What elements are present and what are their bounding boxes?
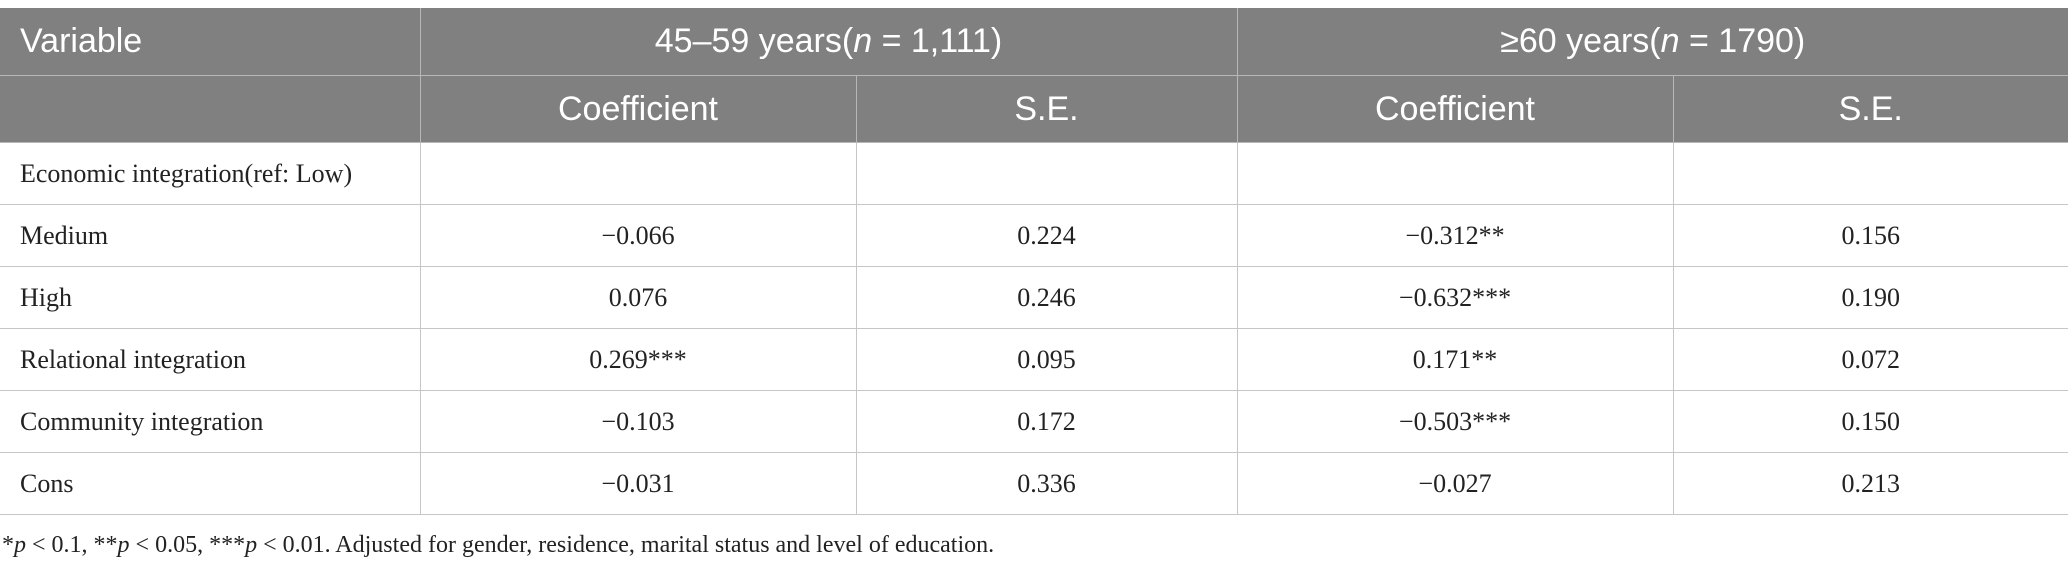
se-60-plus-cell: 0.213 bbox=[1673, 452, 2068, 515]
regression-table: Variable 45–59 years(n = 1,111) ≥60 year… bbox=[0, 8, 2068, 515]
footnote-p-symbol: p bbox=[245, 532, 258, 558]
row-label: Community integration bbox=[0, 390, 421, 453]
coef-60-plus-cell: −0.027 bbox=[1237, 452, 1674, 515]
header-row-stats: Coefficient S.E. Coefficient S.E. bbox=[0, 75, 2068, 143]
row-label: Economic integration(ref: Low) bbox=[0, 142, 421, 205]
row-label: Relational integration bbox=[0, 328, 421, 391]
coefficient-header-45-59: Coefficient bbox=[420, 75, 857, 143]
se-60-plus-cell: 0.150 bbox=[1673, 390, 2068, 453]
coef-45-59-cell: −0.031 bbox=[420, 452, 857, 515]
se-45-59-cell: 0.336 bbox=[856, 452, 1238, 515]
coef-60-plus-cell bbox=[1237, 142, 1674, 205]
table-row: Relational integration 0.269*** 0.095 0.… bbox=[0, 328, 2068, 391]
coefficient-header-60-plus: Coefficient bbox=[1237, 75, 1674, 143]
se-60-plus-cell bbox=[1673, 142, 2068, 205]
footnote-p-symbol: p bbox=[117, 532, 130, 558]
coef-45-59-cell bbox=[420, 142, 857, 205]
table-body: Economic integration(ref: Low) Medium −0… bbox=[0, 142, 2068, 515]
se-45-59-cell: 0.095 bbox=[856, 328, 1238, 391]
footnote-text-3: < 0.01. Adjusted for gender, residence, … bbox=[257, 532, 995, 558]
coef-45-59-cell: −0.066 bbox=[420, 204, 857, 267]
row-label: High bbox=[0, 266, 421, 329]
group-45-59-prefix: 45–59 years( bbox=[654, 22, 854, 60]
table-row: Economic integration(ref: Low) bbox=[0, 142, 2068, 205]
group-45-59-suffix: = 1,111) bbox=[872, 22, 1003, 60]
group-45-59-n-symbol: n bbox=[853, 22, 873, 60]
group-45-59-header: 45–59 years(n = 1,111) bbox=[420, 8, 1238, 76]
coef-45-59-cell: 0.269*** bbox=[420, 328, 857, 391]
row-label: Medium bbox=[0, 204, 421, 267]
se-60-plus-cell: 0.072 bbox=[1673, 328, 2068, 391]
se-45-59-cell: 0.224 bbox=[856, 204, 1238, 267]
footnote-star: * bbox=[2, 532, 14, 558]
se-45-59-cell: 0.246 bbox=[856, 266, 1238, 329]
group-60-plus-suffix: = 1790) bbox=[1679, 22, 1806, 60]
se-header-45-59: S.E. bbox=[856, 75, 1238, 143]
coef-60-plus-cell: −0.503*** bbox=[1237, 390, 1674, 453]
group-60-plus-n-symbol: n bbox=[1660, 22, 1680, 60]
se-60-plus-cell: 0.190 bbox=[1673, 266, 2068, 329]
header-row-groups: Variable 45–59 years(n = 1,111) ≥60 year… bbox=[0, 8, 2068, 76]
variable-subheader-blank bbox=[0, 75, 421, 143]
table-footnote: *p < 0.1, **p < 0.05, ***p < 0.01. Adjus… bbox=[2, 532, 994, 559]
se-60-plus-cell: 0.156 bbox=[1673, 204, 2068, 267]
se-45-59-cell: 0.172 bbox=[856, 390, 1238, 453]
coef-60-plus-cell: −0.632*** bbox=[1237, 266, 1674, 329]
group-60-plus-prefix: ≥60 years( bbox=[1500, 22, 1661, 60]
coef-60-plus-cell: −0.312** bbox=[1237, 204, 1674, 267]
coef-45-59-cell: 0.076 bbox=[420, 266, 857, 329]
row-label: Cons bbox=[0, 452, 421, 515]
footnote-text-2: < 0.05, *** bbox=[129, 532, 246, 558]
se-45-59-cell bbox=[856, 142, 1238, 205]
coef-60-plus-cell: 0.171** bbox=[1237, 328, 1674, 391]
footnote-p-symbol: p bbox=[14, 532, 26, 558]
table-row: Community integration −0.103 0.172 −0.50… bbox=[0, 390, 2068, 453]
table-header: Variable 45–59 years(n = 1,111) ≥60 year… bbox=[0, 8, 2068, 143]
coef-45-59-cell: −0.103 bbox=[420, 390, 857, 453]
variable-header: Variable bbox=[0, 8, 421, 76]
group-60-plus-header: ≥60 years(n = 1790) bbox=[1237, 8, 2068, 76]
table-row: Cons −0.031 0.336 −0.027 0.213 bbox=[0, 452, 2068, 515]
table-row: Medium −0.066 0.224 −0.312** 0.156 bbox=[0, 204, 2068, 267]
se-header-60-plus: S.E. bbox=[1673, 75, 2068, 143]
table-row: High 0.076 0.246 −0.632*** 0.190 bbox=[0, 266, 2068, 329]
footnote-text-1: < 0.1, ** bbox=[26, 532, 118, 558]
